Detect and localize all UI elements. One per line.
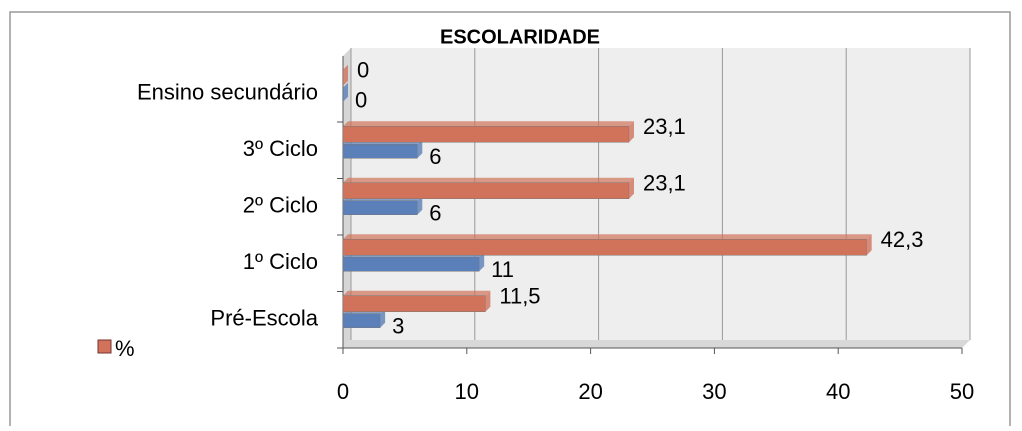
floor: [343, 340, 970, 348]
bar-end: [628, 177, 634, 199]
data-label: 11,5: [499, 284, 540, 309]
bar: [342, 126, 630, 143]
bar: [342, 182, 630, 199]
x-tick-label: 30: [702, 379, 726, 404]
bar: [342, 295, 486, 312]
x-tick-label: 20: [578, 379, 602, 404]
bar: [342, 200, 418, 215]
data-label: 42,3: [881, 227, 924, 252]
data-label: 0: [355, 88, 367, 113]
chart-title: ESCOLARIDADE: [440, 26, 600, 48]
bar-end: [380, 308, 386, 328]
x-tick-label: 10: [455, 379, 479, 404]
bar-end: [479, 252, 485, 272]
y-tick-label: Pré-Escola: [210, 306, 318, 331]
y-tick-label: 1º Ciclo: [243, 249, 318, 274]
bar-end: [343, 64, 348, 86]
data-label: 6: [429, 201, 441, 226]
y-tick-label: 2º Ciclo: [243, 193, 318, 218]
bar: [342, 313, 381, 328]
bar-top: [343, 234, 872, 240]
bar-end: [866, 234, 872, 256]
x-tick-label: 40: [826, 379, 850, 404]
y-tick-label: Ensino secundário: [137, 80, 318, 105]
data-label: 6: [429, 144, 441, 169]
x-tick-label: 50: [950, 379, 974, 404]
data-label: 23,1: [643, 114, 686, 139]
legend-label: %: [115, 336, 135, 361]
bar-end: [343, 82, 348, 102]
legend-swatch: [97, 339, 112, 354]
y-tick-label: 3º Ciclo: [243, 136, 318, 161]
bar-top: [343, 121, 634, 127]
bar-end: [417, 139, 423, 159]
bar-top: [343, 290, 491, 296]
bar: [342, 144, 418, 159]
bar: [342, 239, 867, 256]
bar-top: [343, 177, 634, 183]
data-label: 11: [491, 257, 514, 282]
data-label: 3: [392, 314, 404, 339]
bar-end: [628, 121, 634, 143]
data-label: 0: [357, 58, 369, 83]
bar-end: [417, 195, 423, 215]
data-label: 23,1: [643, 171, 686, 196]
bar-end: [485, 290, 491, 312]
bar: [342, 257, 480, 272]
x-tick-label: 0: [337, 379, 349, 404]
